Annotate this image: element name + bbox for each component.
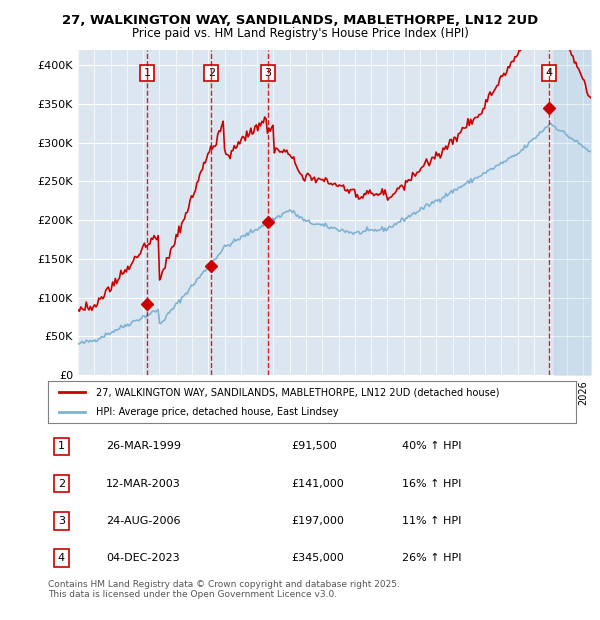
Text: 24-AUG-2006: 24-AUG-2006 bbox=[106, 516, 181, 526]
Text: Contains HM Land Registry data © Crown copyright and database right 2025.
This d: Contains HM Land Registry data © Crown c… bbox=[48, 580, 400, 599]
Text: 3: 3 bbox=[264, 68, 271, 78]
Text: 2: 2 bbox=[208, 68, 215, 78]
Text: 27, WALKINGTON WAY, SANDILANDS, MABLETHORPE, LN12 2UD (detached house): 27, WALKINGTON WAY, SANDILANDS, MABLETHO… bbox=[95, 388, 499, 397]
Text: 2: 2 bbox=[58, 479, 65, 489]
Text: 4: 4 bbox=[58, 553, 65, 563]
Text: £141,000: £141,000 bbox=[291, 479, 344, 489]
Text: 26% ↑ HPI: 26% ↑ HPI bbox=[402, 553, 461, 563]
Text: 1: 1 bbox=[143, 68, 151, 78]
Text: 27, WALKINGTON WAY, SANDILANDS, MABLETHORPE, LN12 2UD: 27, WALKINGTON WAY, SANDILANDS, MABLETHO… bbox=[62, 14, 538, 27]
Text: 11% ↑ HPI: 11% ↑ HPI bbox=[402, 516, 461, 526]
Text: 40% ↑ HPI: 40% ↑ HPI bbox=[402, 441, 461, 451]
Text: £197,000: £197,000 bbox=[291, 516, 344, 526]
Text: £91,500: £91,500 bbox=[291, 441, 337, 451]
Text: 1: 1 bbox=[58, 441, 65, 451]
Text: 3: 3 bbox=[58, 516, 65, 526]
Text: 26-MAR-1999: 26-MAR-1999 bbox=[106, 441, 181, 451]
Text: Price paid vs. HM Land Registry's House Price Index (HPI): Price paid vs. HM Land Registry's House … bbox=[131, 27, 469, 40]
Text: 04-DEC-2023: 04-DEC-2023 bbox=[106, 553, 180, 563]
Text: 12-MAR-2003: 12-MAR-2003 bbox=[106, 479, 181, 489]
Text: 16% ↑ HPI: 16% ↑ HPI bbox=[402, 479, 461, 489]
Text: £345,000: £345,000 bbox=[291, 553, 344, 563]
Text: 4: 4 bbox=[545, 68, 553, 78]
Text: HPI: Average price, detached house, East Lindsey: HPI: Average price, detached house, East… bbox=[95, 407, 338, 417]
